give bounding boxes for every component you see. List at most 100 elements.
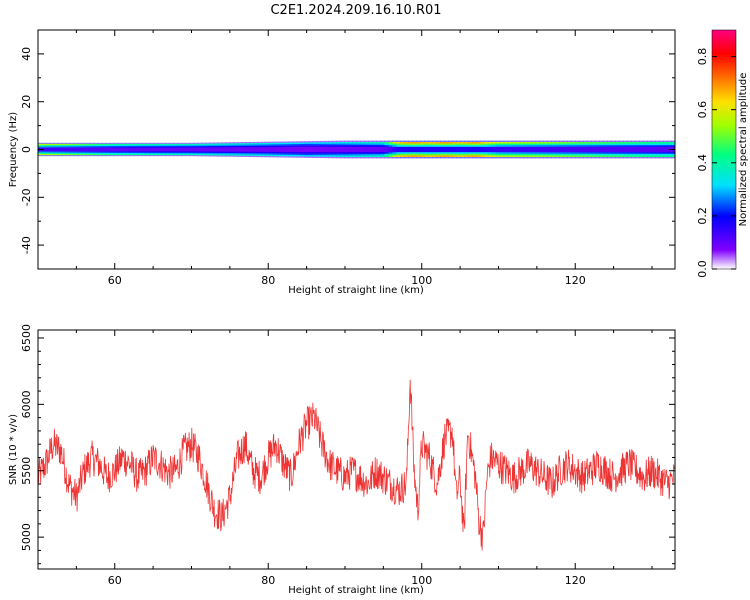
colorbar-tick-label: 0.0	[696, 260, 709, 278]
spectrogram-cell	[245, 147, 250, 152]
spectrogram-cell	[659, 146, 664, 153]
spectrogram-cell	[404, 146, 409, 153]
spectrogram-cell	[101, 147, 107, 152]
spectrogram-cell	[252, 147, 258, 152]
colorbar-tick-label: 0.2	[696, 207, 709, 225]
spectrogram-cell	[611, 146, 616, 153]
spectrogram-cell	[467, 146, 473, 153]
spectrogram-cell	[579, 146, 584, 153]
spectrogram-cell	[563, 146, 568, 153]
snr-ytick-label: 6500	[20, 324, 33, 352]
spectrogram-cell	[81, 147, 87, 152]
spectrogram-cell	[523, 146, 529, 153]
spectrogram-cell	[153, 147, 158, 152]
spectrogram-xtick-label: 80	[261, 274, 275, 287]
snr-ytick-label: 5500	[20, 457, 33, 485]
spectrogram-cell	[89, 147, 95, 152]
spectrogram-cell	[177, 147, 182, 152]
spectrogram-cell	[440, 146, 445, 153]
spectrogram-cell	[619, 146, 624, 153]
spectrogram-cell	[61, 147, 67, 152]
spectrogram-cell	[575, 146, 580, 153]
spectrogram-cell	[292, 147, 298, 152]
spectrogram-cell	[213, 147, 218, 152]
spectrogram-cell	[336, 146, 341, 153]
spectrogram-cell	[53, 147, 59, 152]
spectrogram-cell	[233, 147, 238, 152]
spectrogram-cell	[651, 146, 656, 153]
spectrogram-cell	[77, 147, 83, 152]
spectrogram-cell	[511, 146, 517, 153]
spectrogram-cell	[348, 146, 353, 153]
spectrogram-cell	[173, 147, 178, 152]
snr-panel: 60 80 100 120 6500 6000 5500 5000 Height of str…	[8, 324, 676, 596]
spectrogram-cell	[137, 147, 142, 152]
spectrogram-cell	[65, 147, 71, 152]
spectrogram-cell	[432, 146, 437, 153]
spectrogram-cell	[452, 146, 457, 153]
spectrogram-cell	[408, 146, 413, 153]
spectrogram-xtick-label: 100	[411, 274, 432, 287]
spectrogram-cell	[400, 146, 405, 153]
spectrogram-cell	[483, 146, 489, 153]
spectrogram-cell	[197, 147, 202, 152]
spectrogram-cell	[475, 146, 481, 153]
colorbar-tick-label: 0.4	[696, 154, 709, 172]
spectrogram-cell	[145, 147, 150, 152]
snr-xtick-label: 120	[565, 574, 586, 587]
spectrogram-cell	[181, 147, 186, 152]
spectrogram-cell	[49, 147, 55, 152]
spectrogram-cell	[368, 146, 373, 153]
spectrogram-cell	[412, 146, 417, 153]
spectrogram-cell	[360, 146, 365, 153]
spectrogram-cell	[57, 147, 63, 152]
spectrogram-cell	[256, 147, 262, 152]
spectrogram-cell	[643, 146, 648, 153]
spectrogram-cell	[316, 146, 322, 153]
spectrogram-cell	[364, 146, 369, 153]
spectrogram-cell	[169, 147, 174, 152]
spectrogram-cell	[332, 146, 337, 153]
spectrogram-cell	[161, 147, 166, 152]
spectrogram-cell	[583, 146, 588, 153]
spectrogram-cell	[260, 147, 266, 152]
spectrogram-cell	[280, 147, 286, 152]
spectrogram-cell	[479, 146, 485, 153]
spectrogram-cell	[463, 146, 469, 153]
colorbar: 0.0 0.2 0.4 0.6 0.8 Normalized spectral ampl…	[696, 29, 749, 278]
spectrogram-cell	[595, 146, 600, 153]
spectrogram-cell	[487, 146, 493, 153]
spectrogram-cell	[631, 146, 636, 153]
colorbar-tick-label: 0.8	[696, 48, 709, 66]
spectrogram-cell	[551, 146, 556, 153]
spectrogram-cell	[531, 146, 537, 153]
spectrogram-cell	[185, 147, 190, 152]
spectrogram-cell	[205, 147, 210, 152]
snr-xtick-label: 80	[261, 574, 275, 587]
spectrogram-cell	[225, 147, 230, 152]
spectrogram-cell	[416, 146, 421, 153]
spectrogram-cell	[157, 147, 162, 152]
spectrogram-ylabel: Frequency (Hz)	[8, 112, 19, 188]
spectrogram-cell	[41, 147, 47, 152]
spectrogram-cell	[380, 146, 385, 153]
spectrogram-cell	[471, 146, 477, 153]
spectrogram-cell	[543, 146, 548, 153]
spectrogram-cell	[141, 147, 146, 152]
spectrogram-ytick-label: 40	[20, 47, 33, 61]
colorbar-label: Normalized spectral amplitude	[738, 73, 749, 227]
spectrogram-cell	[495, 146, 501, 153]
snr-xtick-label: 100	[411, 574, 432, 587]
spectrogram-cell	[320, 146, 326, 153]
spectrogram-xlabel: Height of straight line (km)	[288, 285, 424, 296]
spectrogram-cell	[189, 147, 194, 152]
spectrogram-cell	[117, 147, 123, 152]
spectrogram-cell	[639, 146, 644, 153]
spectrogram-cell	[97, 147, 103, 152]
spectrogram-cell	[352, 146, 357, 153]
spectrogram-cell	[241, 147, 246, 152]
spectrogram-ytick-label: 0	[20, 146, 33, 153]
spectrogram-cell	[324, 146, 330, 153]
spectrogram-cell	[567, 146, 572, 153]
